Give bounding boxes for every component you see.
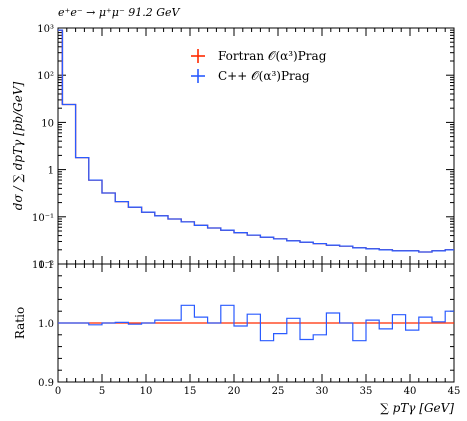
legend: Fortran 𝒪(α³)Prag C++ 𝒪(α³)Prag xyxy=(191,49,327,83)
main-y-tick-label: 10³ xyxy=(37,24,54,35)
main-y-tick-label: 10 xyxy=(41,118,54,129)
x-tick-label: 5 xyxy=(99,386,105,397)
main-ticks: 10⁻² 10⁻¹ 1 10 10² 10³ xyxy=(32,24,455,271)
legend-label-cpp: C++ 𝒪(α³)Prag xyxy=(218,69,310,83)
ratio-series xyxy=(58,304,454,342)
ratio-ticks: 0.9 1.0 1.1 0 5 10 15 20 25 30 35 40 45 xyxy=(38,260,460,397)
x-tick-label: 15 xyxy=(184,386,197,397)
main-y-axis-label: dσ / ∑ dpTγ [pb/GeV] xyxy=(11,81,25,210)
main-series-fortran xyxy=(58,29,454,253)
x-tick-label: 10 xyxy=(140,386,153,397)
main-y-tick-label: 10⁻¹ xyxy=(32,213,54,224)
legend-marker-fortran xyxy=(191,49,205,63)
main-plot-frame xyxy=(57,27,455,265)
main-series-cpp xyxy=(58,29,454,253)
legend-label-fortran: Fortran 𝒪(α³)Prag xyxy=(218,49,327,63)
x-tick-label: 45 xyxy=(448,386,461,397)
main-y-tick-label: 10² xyxy=(37,71,54,82)
main-y-tick-label: 10⁻² xyxy=(32,260,54,271)
x-axis-label: ∑ pTγ [GeV] xyxy=(380,401,454,415)
chart-title: e⁺e⁻ → μ⁺μ⁻ 91.2 GeV xyxy=(58,6,181,19)
ratio-y-tick-label: 1.1 xyxy=(38,260,54,271)
x-tick-label: 0 xyxy=(55,386,61,397)
x-tick-label: 40 xyxy=(404,386,417,397)
x-tick-label: 20 xyxy=(228,386,241,397)
x-tick-label: 25 xyxy=(272,386,285,397)
main-series xyxy=(58,29,454,253)
ratio-y-tick-label: 1.0 xyxy=(38,319,54,330)
ratio-y-tick-label: 0.9 xyxy=(38,378,54,389)
ratio-y-axis-label: Ratio xyxy=(13,307,27,339)
x-tick-label: 35 xyxy=(360,386,373,397)
main-y-tick-label: 1 xyxy=(48,166,54,177)
x-tick-label: 30 xyxy=(316,386,329,397)
ratio-series-cpp xyxy=(58,304,454,342)
legend-marker-cpp xyxy=(191,69,205,83)
